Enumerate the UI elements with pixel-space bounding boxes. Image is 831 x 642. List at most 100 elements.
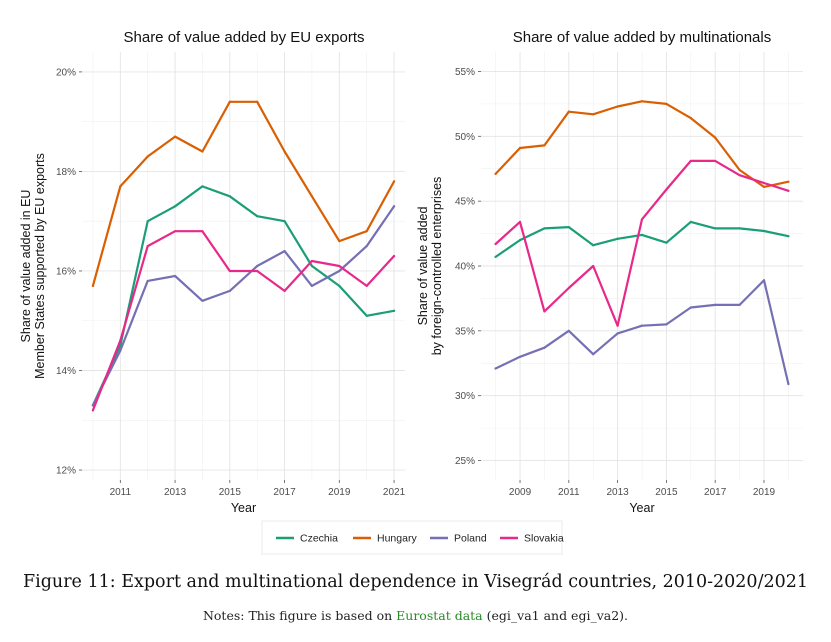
data-point-poland — [567, 329, 570, 332]
data-point-poland — [543, 346, 546, 349]
data-point-slovakia — [119, 339, 122, 342]
eurostat-data-link[interactable]: Eurostat data — [396, 608, 483, 623]
data-point-czechia — [201, 185, 204, 188]
data-point-slovakia — [616, 324, 619, 327]
data-point-czechia — [146, 220, 149, 223]
data-point-poland — [665, 323, 668, 326]
notes-prefix: Notes: This figure is based on — [202, 608, 397, 623]
y-tick-label: 30% — [455, 391, 475, 402]
data-point-poland — [518, 355, 522, 358]
data-point-czechia — [689, 220, 692, 224]
data-point-czechia — [640, 233, 644, 236]
data-point-czechia — [256, 215, 259, 218]
data-point-hungary — [338, 240, 341, 243]
data-point-slovakia — [201, 230, 204, 233]
series-line-czechia — [91, 185, 396, 407]
data-point-slovakia — [338, 264, 341, 268]
data-point-czechia — [787, 235, 790, 238]
series-line-hungary — [91, 100, 396, 287]
y-tick-label: 55% — [455, 67, 475, 78]
data-point-poland — [494, 367, 497, 370]
data-point-poland — [392, 205, 396, 208]
data-point-hungary — [119, 185, 122, 188]
legend-label-czechia: Czechia — [300, 533, 338, 545]
data-point-poland — [640, 324, 644, 327]
data-point-poland — [714, 303, 717, 307]
data-point-hungary — [228, 100, 231, 103]
data-point-slovakia — [146, 244, 149, 248]
data-point-poland — [762, 279, 766, 282]
data-point-poland — [119, 349, 122, 352]
y-axis-label-line2: Member States supported by EU exports — [33, 153, 47, 379]
chart-eu-exports: 12% 14% 16% 18% 20% 2011 2013 2015 2017 2019 2021 S… — [19, 29, 406, 515]
data-point-slovakia — [283, 289, 286, 292]
y-tick-label: 16% — [56, 266, 76, 277]
y-axis-label-line1: Share of value added in EU — [19, 190, 33, 343]
data-point-slovakia — [518, 220, 522, 224]
data-point-poland — [616, 332, 619, 335]
data-point-slovakia — [787, 189, 790, 192]
data-point-slovakia — [543, 310, 546, 313]
legend: Czechia Hungary Poland Slovakia — [261, 520, 564, 555]
figure-canvas: 12% 14% 16% 18% 20% 2011 2013 2015 2017 2019 2021 S… — [19, 29, 803, 555]
data-point-hungary — [518, 146, 522, 150]
data-point-hungary — [256, 100, 259, 103]
x-tick-label: 2013 — [606, 487, 629, 498]
data-point-poland — [365, 244, 368, 248]
y-tick-label: 12% — [56, 466, 76, 477]
data-point-poland — [787, 382, 790, 386]
data-point-slovakia — [689, 159, 692, 163]
data-point-slovakia — [665, 188, 668, 191]
legend-label-slovakia: Slovakia — [524, 533, 564, 545]
data-point-hungary — [762, 185, 766, 188]
data-point-czechia — [518, 238, 522, 242]
x-axis-label: Year — [231, 501, 256, 515]
data-point-slovakia — [592, 264, 595, 268]
x-tick-label: 2019 — [753, 487, 776, 498]
data-point-hungary — [283, 150, 286, 153]
data-point-czechia — [567, 225, 570, 229]
data-point-slovakia — [310, 259, 314, 263]
data-point-hungary — [494, 172, 497, 176]
x-tick-label: 2021 — [383, 487, 406, 498]
data-point-poland — [173, 274, 177, 278]
data-point-poland — [738, 303, 741, 307]
x-tick-label: 2013 — [164, 487, 187, 498]
data-point-hungary — [665, 102, 668, 105]
chart-title: Share of value added by multinationals — [513, 29, 772, 46]
y-tick-label: 45% — [455, 197, 475, 208]
data-point-slovakia — [738, 174, 741, 177]
data-point-poland — [146, 279, 149, 283]
data-point-czechia — [543, 227, 546, 230]
data-point-slovakia — [91, 409, 95, 412]
y-tick-label: 35% — [455, 326, 475, 337]
y-tick-label: 40% — [455, 262, 475, 273]
data-point-czechia — [338, 284, 341, 288]
data-point-slovakia — [714, 159, 717, 163]
data-point-hungary — [310, 195, 314, 198]
data-point-slovakia — [228, 269, 231, 273]
y-axis-label-line2: by foreign-controlled enterprises — [430, 177, 444, 356]
data-point-slovakia — [365, 284, 368, 288]
data-point-hungary — [592, 113, 595, 116]
data-point-hungary — [543, 144, 546, 147]
data-point-hungary — [146, 155, 149, 158]
data-point-hungary — [392, 180, 396, 183]
legend-label-poland: Poland — [454, 533, 487, 545]
x-axis-label: Year — [629, 501, 654, 515]
data-point-hungary — [567, 110, 570, 113]
x-tick-label: 2015 — [219, 487, 242, 498]
data-point-hungary — [787, 180, 790, 183]
data-point-poland — [310, 284, 314, 288]
series-line-poland — [91, 205, 396, 407]
x-tick-label: 2009 — [509, 487, 532, 498]
y-axis-label-line1: Share of value added — [416, 207, 430, 326]
data-point-hungary — [91, 284, 95, 288]
y-tick-label: 25% — [455, 456, 475, 467]
data-point-czechia — [592, 244, 595, 247]
data-point-poland — [592, 353, 595, 356]
data-point-poland — [201, 299, 204, 302]
data-point-czechia — [762, 229, 766, 233]
data-point-slovakia — [256, 269, 259, 273]
data-point-czechia — [616, 237, 619, 240]
